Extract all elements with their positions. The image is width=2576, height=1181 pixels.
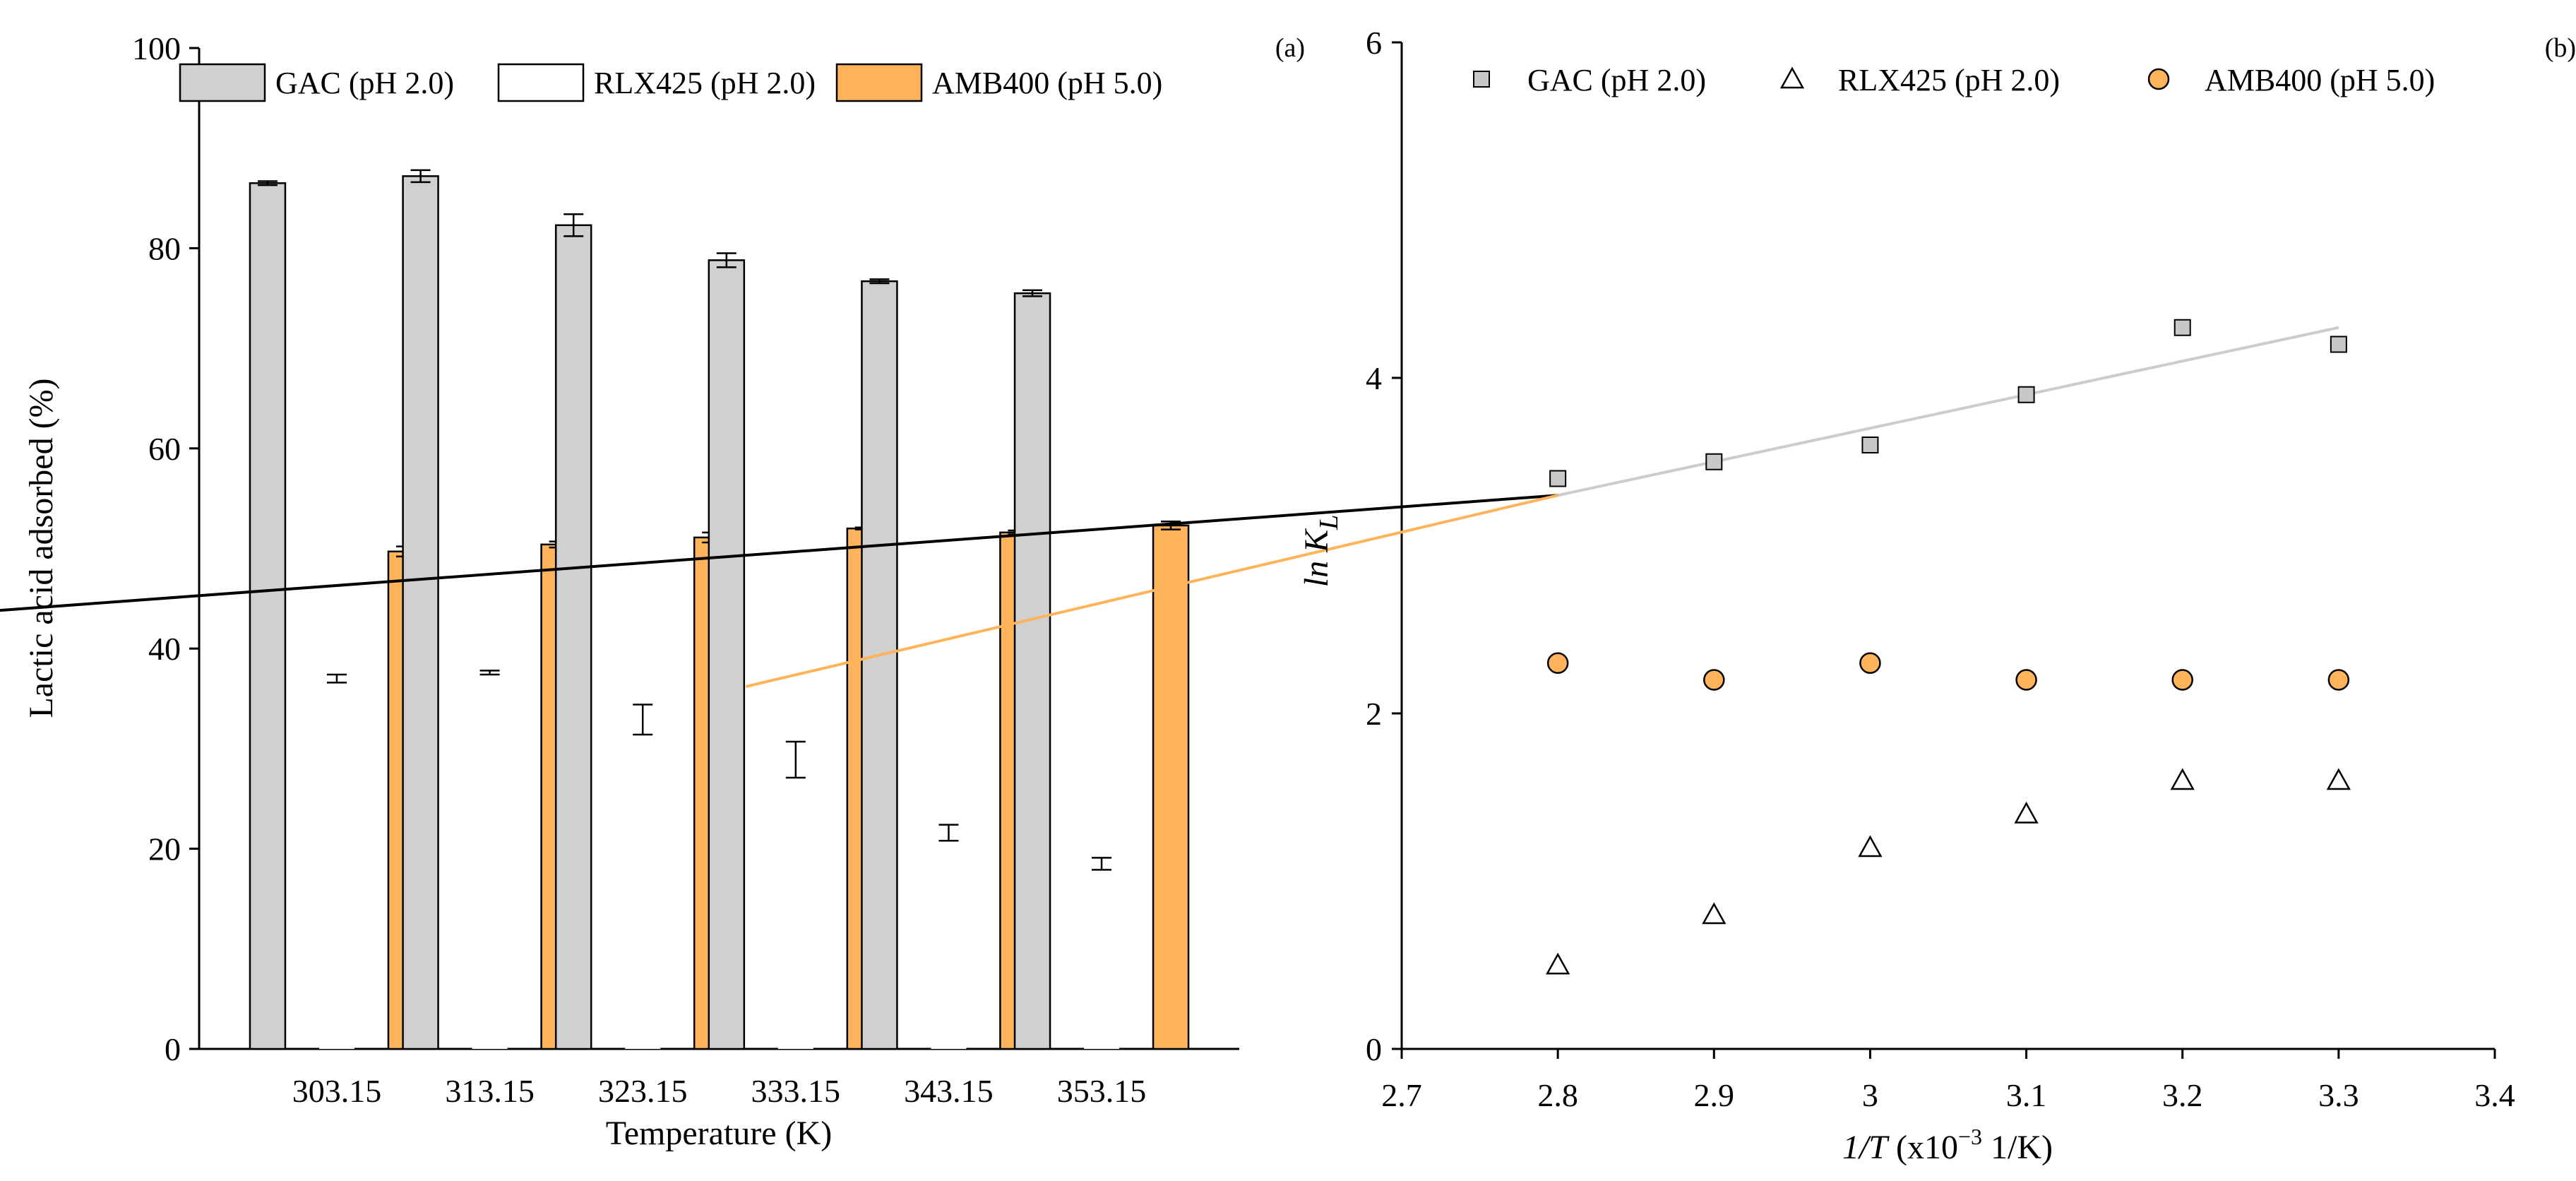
panel-a-x-axis-label: Temperature (K) — [606, 1115, 832, 1152]
data-point — [1861, 437, 1879, 453]
bar — [1152, 524, 1190, 1050]
legend-label: RLX425 (pH 2.0) — [1838, 63, 2060, 97]
panel-a-tag: (a) — [1275, 33, 1305, 63]
y-tick-label: 60 — [148, 431, 181, 467]
bar — [402, 175, 439, 1050]
bar — [318, 678, 354, 1049]
data-point — [1703, 669, 1725, 691]
legend-label: GAC (pH 2.0) — [1527, 63, 1706, 97]
data-point — [2330, 336, 2347, 353]
bar — [249, 182, 287, 1050]
y-tick-label: 40 — [148, 631, 181, 667]
data-point — [2015, 669, 2037, 691]
legend-marker — [1473, 71, 1490, 88]
data-point — [1549, 470, 1567, 487]
legend-label: RLX425 (pH 2.0) — [594, 66, 816, 100]
data-point — [2171, 669, 2193, 691]
x-tick-label: 2.9 — [1694, 1077, 1735, 1113]
legend-label: AMB400 (pH 5.0) — [932, 66, 1162, 100]
x-tick-label: 343.15 — [904, 1073, 994, 1109]
legend-marker — [1779, 66, 1805, 89]
x-tick-label: 3.1 — [2006, 1077, 2047, 1113]
data-point — [1702, 902, 1727, 925]
fit-line — [1557, 326, 2339, 497]
data-point — [2170, 768, 2195, 790]
x-tick-label: 313.15 — [445, 1073, 535, 1109]
y-tick-label: 0 — [165, 1031, 181, 1067]
y-tick-label: 100 — [132, 30, 181, 66]
data-point — [2017, 386, 2035, 403]
y-tick-label: 4 — [1366, 360, 1382, 396]
x-tick-label: 3.3 — [2318, 1077, 2359, 1113]
y-tick-label: 2 — [1366, 696, 1382, 732]
legend-swatch — [497, 63, 585, 102]
bar — [472, 672, 508, 1049]
x-tick-label: 323.15 — [598, 1073, 688, 1109]
legend-marker — [2147, 68, 2170, 90]
x-tick-label: 3.2 — [2162, 1077, 2203, 1113]
panel-a: 0 20 40 60 80 100 303.15 313.15 323.15 333.15 343… — [23, 30, 1305, 1152]
y-tick-label: 0 — [1366, 1031, 1382, 1067]
bar — [777, 759, 813, 1049]
bar — [1084, 863, 1120, 1049]
y-tick-label: 80 — [148, 230, 181, 266]
fit-line — [745, 494, 1558, 688]
legend-swatch — [179, 63, 266, 102]
bar — [625, 719, 661, 1049]
fit-line — [0, 494, 1558, 612]
bar — [861, 280, 898, 1050]
x-tick-label: 2.7 — [1381, 1077, 1422, 1113]
legend-swatch — [835, 63, 923, 102]
data-point — [2326, 768, 2351, 790]
x-tick-label: 333.15 — [751, 1073, 841, 1109]
data-point — [1705, 453, 1723, 470]
x-tick-label: 3 — [1862, 1077, 1878, 1113]
panel-b-tag: (b) — [2545, 33, 2576, 63]
legend-label: GAC (pH 2.0) — [275, 66, 454, 100]
data-point — [1859, 652, 1881, 674]
y-tick-label: 6 — [1366, 25, 1382, 61]
data-point — [2327, 669, 2350, 691]
panel-a-y-axis-label: Lactic acid adsorbed (%) — [23, 378, 60, 718]
x-tick-label: 2.8 — [1537, 1077, 1578, 1113]
panel-b-y-axis-label: ln KL — [1298, 515, 1344, 588]
bar — [708, 259, 746, 1050]
bar — [1013, 292, 1051, 1050]
x-tick-label: 3.4 — [2474, 1077, 2515, 1113]
panel-b: 0 2 4 6 2.7 2.8 2.9 3 3.1 3.2 3.3 3.4 1/T (x10−3 1… — [0, 25, 2576, 1166]
data-point — [1546, 952, 1570, 975]
panel-b-x-axis-label: 1/T (x10−3 1/K) — [1842, 1124, 2053, 1166]
bar — [931, 832, 967, 1049]
data-point — [1858, 835, 1883, 857]
legend-label: AMB400 (pH 5.0) — [2205, 63, 2435, 97]
x-tick-label: 353.15 — [1057, 1073, 1147, 1109]
data-point — [2014, 801, 2039, 824]
y-tick-label: 20 — [148, 831, 181, 867]
x-tick-label: 303.15 — [292, 1073, 382, 1109]
data-point — [1546, 652, 1569, 674]
data-point — [2174, 319, 2191, 336]
bar — [554, 224, 592, 1050]
